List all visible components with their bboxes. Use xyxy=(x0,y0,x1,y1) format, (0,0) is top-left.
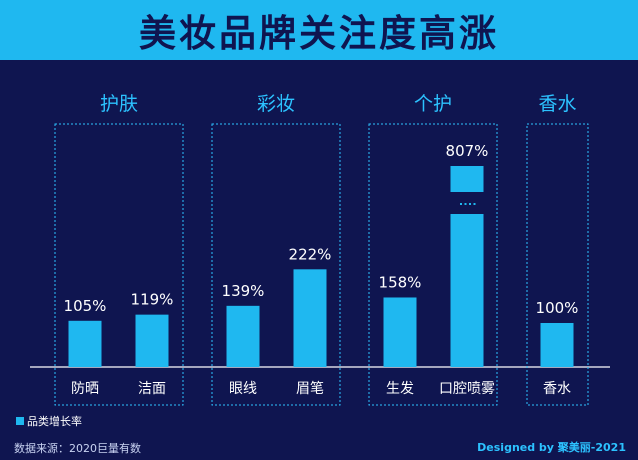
data-label: 119% xyxy=(131,291,174,309)
axis-break-dot xyxy=(460,203,462,205)
group-label: 香水 xyxy=(538,93,576,115)
data-label: 105% xyxy=(64,297,107,315)
data-label: 222% xyxy=(289,245,332,263)
bar-break-cap xyxy=(450,166,484,192)
category-label: 洁面 xyxy=(138,381,166,397)
bar-chart: 护肤 彩妆 个护 香水105%防晒119%洁面139%眼线222%眉笔158%生发80… xyxy=(16,93,610,428)
bar xyxy=(383,297,417,367)
category-label: 生发 xyxy=(386,381,414,397)
bar xyxy=(293,269,327,367)
bar xyxy=(540,323,574,367)
data-label: 139% xyxy=(222,282,265,300)
legend-label: 品类增长率 xyxy=(27,414,82,428)
bar xyxy=(450,214,484,367)
legend-swatch xyxy=(16,417,24,425)
bar xyxy=(68,320,102,367)
group-label: 护肤 xyxy=(100,93,138,115)
title-banner: 美妆品牌关注度高涨 xyxy=(0,0,638,60)
page-title: 美妆品牌关注度高涨 xyxy=(139,12,499,55)
bar xyxy=(226,305,260,367)
category-label: 防晒 xyxy=(71,381,99,397)
group-box-2 xyxy=(211,123,341,406)
axis-break-dot xyxy=(473,203,476,205)
data-label: 100% xyxy=(536,299,579,317)
category-label: 眼线 xyxy=(229,381,257,397)
category-label: 香水 xyxy=(543,381,571,397)
category-label: 眉笔 xyxy=(296,381,324,397)
designer-credit: Designed by 聚美丽-2021 xyxy=(477,441,626,454)
axis-break-dot xyxy=(464,203,467,205)
data-label: 807% xyxy=(446,142,489,160)
bar xyxy=(135,314,169,367)
group-box-1 xyxy=(54,123,184,406)
group-box-3 xyxy=(368,123,498,406)
group-label: 个护 xyxy=(414,93,452,115)
data-source-note: 数据来源：2020巨量有数 xyxy=(14,442,141,455)
data-label: 158% xyxy=(379,273,422,291)
category-label: 口腔喷雾 xyxy=(439,381,495,397)
group-label: 彩妆 xyxy=(257,93,295,115)
group-box-4 xyxy=(526,123,589,406)
axis-break-dot xyxy=(469,203,471,205)
